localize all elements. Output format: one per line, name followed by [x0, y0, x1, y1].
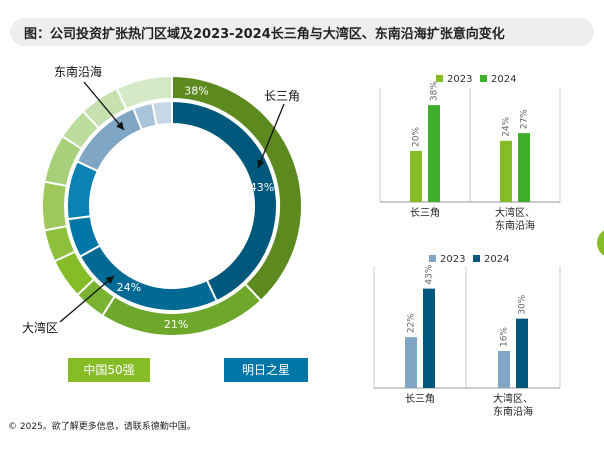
donut-pct-label-0: 38%	[184, 85, 208, 98]
donut-outer-ring: 38%21%	[41, 74, 303, 337]
donut-pct-label-1: 21%	[164, 318, 188, 331]
bar1-legend-label-0: 2023	[447, 74, 472, 85]
bar2-bar-label-0-1: 43%	[425, 264, 435, 284]
donut-inner-ring: 43%24%	[66, 99, 278, 312]
donut-inner-slice-6	[151, 99, 173, 127]
donut-outer-slice-5	[41, 180, 69, 232]
legend-top50: 中国50强	[68, 358, 150, 382]
bar1-category-label-1-1: 东南沿海	[495, 219, 535, 232]
donut-outer-slice-label-1: 21%	[160, 200, 184, 213]
donut-outer-slice-label-0: 38%	[160, 200, 184, 213]
bar1-bar-0-1	[428, 105, 440, 202]
donut-inner-slice-label-1: 24%	[160, 200, 184, 213]
bar1-bar-0-0	[410, 151, 422, 202]
donut-outer-slice-9	[115, 74, 173, 111]
bar2-category-label-0-0: 长三角	[405, 393, 435, 405]
donut-pct-label-2: 43%	[250, 181, 274, 194]
bar1-bar-label-1-0: 24%	[502, 116, 512, 136]
legend-rising-stars-label: 明日之星	[241, 363, 290, 377]
bar1-bar-label-1-1: 27%	[520, 109, 530, 129]
bar1-category-label-0-0: 长三角	[410, 207, 440, 219]
bar2-bar-label-0-0: 22%	[407, 313, 417, 333]
bar2-legend-swatch-1	[473, 255, 480, 262]
region-arrow-1	[59, 275, 115, 323]
region-arrow-0	[257, 103, 285, 169]
bar2-bar-label-1-0: 16%	[500, 327, 510, 347]
bar-chart-2: 2023 2024 22% 43% 长三角 16% 30% 大湾区、东南沿海	[373, 254, 561, 418]
bar1-bar-label-0-0: 20%	[412, 127, 422, 147]
bar1-bar-label-0-1: 38%	[430, 81, 440, 101]
title-bar: 图：公司投资扩张热门区域及2023-2024长三角与大湾区、东南沿海扩张意向变化	[10, 18, 594, 46]
bar2-legend-label-0: 2023	[440, 254, 465, 265]
bar2-legend-label-1: 2024	[484, 254, 509, 265]
bar2-bar-0-1	[423, 288, 435, 388]
region-arrow-2	[83, 81, 125, 131]
bar2-bar-1-0	[498, 351, 510, 388]
bar2-category-label-1-0: 大湾区、	[493, 392, 533, 405]
bar1-legend-swatch-1	[480, 75, 487, 82]
footer-note: © 2025。欲了解更多信息，请联系德勤中国。	[8, 422, 196, 432]
region-label-2: 东南沿海	[54, 64, 102, 79]
bar-chart-1: 2023 2024 20% 38% 长三角 24% 27% 大湾区、东南沿海	[379, 74, 561, 232]
legend-rising-stars: 明日之星	[224, 358, 308, 382]
region-label-1: 大湾区	[22, 320, 58, 335]
bar1-bar-1-0	[500, 140, 512, 202]
bar2-bar-label-1-1: 30%	[518, 294, 528, 314]
region-label-0: 长三角	[264, 89, 300, 103]
bar2-bar-0-0	[405, 337, 417, 388]
bar1-bar-1-1	[518, 133, 530, 202]
donut-inner-slice-label-0: 43%	[160, 200, 184, 213]
page-title: 图：公司投资扩张热门区域及2023-2024长三角与大湾区、东南沿海扩张意向变化	[24, 27, 505, 42]
bar1-legend-label-1: 2024	[491, 74, 516, 85]
bar1-legend-swatch-0	[436, 75, 443, 82]
edge-decoration	[597, 228, 604, 258]
legend-top50-label: 中国50强	[83, 363, 135, 377]
bar2-category-label-1-1: 东南沿海	[493, 405, 533, 418]
bar1-category-label-1-0: 大湾区、	[495, 206, 535, 219]
bar2-legend-swatch-0	[429, 255, 436, 262]
bar2-bar-1-1	[516, 318, 528, 388]
donut-pct-label-3: 24%	[117, 281, 141, 294]
